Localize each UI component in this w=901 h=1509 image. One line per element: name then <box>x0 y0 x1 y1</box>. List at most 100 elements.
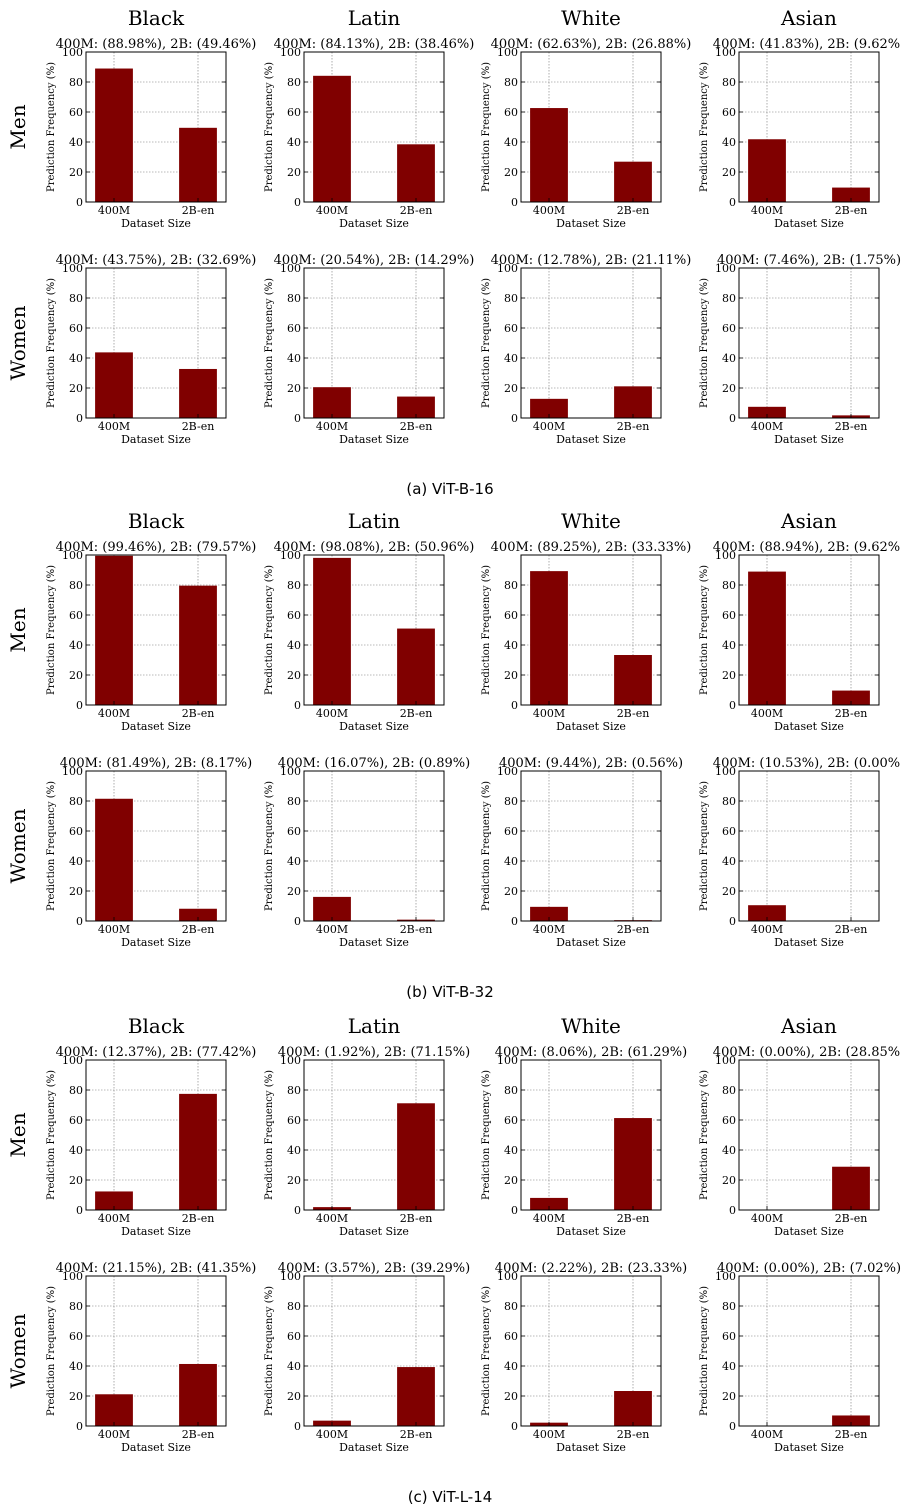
x-axis-label: Dataset Size <box>774 1225 844 1238</box>
y-tick-label: 100 <box>280 549 301 562</box>
y-tick-label: 80 <box>722 579 736 592</box>
bar-400m <box>95 555 133 705</box>
y-tick-label: 100 <box>62 262 83 275</box>
y-tick-label: 80 <box>69 76 83 89</box>
y-tick-label: 40 <box>69 1144 83 1157</box>
plot-frame <box>738 1275 880 1427</box>
y-tick-label: 40 <box>504 639 518 652</box>
x-axis-label: Dataset Size <box>774 433 844 446</box>
x-axis-label: Dataset Size <box>556 936 626 949</box>
x-tick-label: 2B-en <box>182 204 215 217</box>
x-tick-label: 2B-en <box>835 204 868 217</box>
row-label: Women <box>6 1313 30 1388</box>
x-tick-label: 400M <box>533 204 565 217</box>
x-axis-label: Dataset Size <box>339 936 409 949</box>
y-tick-label: 60 <box>722 825 736 838</box>
y-tick-label: 40 <box>69 855 83 868</box>
panel-title: 400M: (16.07%), 2B: (0.89%) <box>278 756 470 771</box>
y-tick-label: 100 <box>715 46 736 59</box>
x-tick-label: 400M <box>751 1212 783 1225</box>
y-tick-label: 20 <box>69 382 83 395</box>
y-tick-label: 0 <box>729 196 736 209</box>
y-tick-label: 0 <box>511 196 518 209</box>
y-tick-label: 40 <box>69 639 83 652</box>
y-tick-label: 20 <box>722 1390 736 1403</box>
y-tick-label: 100 <box>280 262 301 275</box>
y-tick-label: 80 <box>504 1084 518 1097</box>
y-tick-label: 100 <box>280 1270 301 1283</box>
panel-title: 400M: (0.00%), 2B: (28.85%) <box>713 1045 901 1060</box>
y-tick-label: 80 <box>69 579 83 592</box>
plot-frame <box>520 1059 662 1211</box>
y-tick-label: 20 <box>287 382 301 395</box>
y-tick-label: 60 <box>722 322 736 335</box>
y-tick-label: 60 <box>504 106 518 119</box>
y-tick-label: 0 <box>294 1204 301 1217</box>
column-title: Asian <box>780 6 837 30</box>
panel-title: 400M: (41.83%), 2B: (9.62%) <box>713 37 901 52</box>
y-tick-label: 80 <box>504 76 518 89</box>
y-tick-label: 40 <box>69 1360 83 1373</box>
row-label: Men <box>6 104 30 149</box>
panel-title: 400M: (81.49%), 2B: (8.17%) <box>60 756 252 771</box>
panel-title: 400M: (2.22%), 2B: (23.33%) <box>495 1261 687 1276</box>
column-title: Black <box>128 6 185 30</box>
x-tick-label: 400M <box>533 1212 565 1225</box>
y-tick-label: 40 <box>722 855 736 868</box>
x-tick-label: 2B-en <box>617 204 650 217</box>
bar-2b-en <box>614 386 652 418</box>
plot-frame <box>85 267 227 419</box>
x-axis-label: Dataset Size <box>556 433 626 446</box>
y-tick-label: 60 <box>504 609 518 622</box>
y-tick-label: 0 <box>511 699 518 712</box>
y-tick-label: 0 <box>729 1420 736 1433</box>
plot-frame <box>520 51 662 203</box>
bar-2b-en <box>179 585 217 705</box>
x-tick-label: 400M <box>316 1212 348 1225</box>
y-tick-label: 80 <box>504 579 518 592</box>
y-tick-label: 100 <box>497 1270 518 1283</box>
bar-400m <box>95 798 133 921</box>
panel-title: 400M: (43.75%), 2B: (32.69%) <box>56 253 257 268</box>
panel-title: 400M: (12.78%), 2B: (21.11%) <box>491 253 692 268</box>
plot-frame <box>520 267 662 419</box>
y-tick-label: 0 <box>294 699 301 712</box>
y-tick-label: 40 <box>287 1360 301 1373</box>
x-tick-label: 2B-en <box>182 1212 215 1225</box>
y-tick-label: 0 <box>76 699 83 712</box>
y-axis-label: Prediction Frequency (%) <box>481 1286 492 1416</box>
y-axis-label: Prediction Frequency (%) <box>264 278 275 408</box>
y-tick-label: 60 <box>69 1330 83 1343</box>
y-tick-label: 80 <box>287 292 301 305</box>
plot-frame <box>303 1059 445 1211</box>
panel-title: 400M: (20.54%), 2B: (14.29%) <box>274 253 475 268</box>
plot-frame <box>303 51 445 203</box>
y-tick-label: 40 <box>287 136 301 149</box>
y-tick-label: 60 <box>722 106 736 119</box>
x-axis-label: Dataset Size <box>121 936 191 949</box>
bar-2b-en <box>614 1118 652 1210</box>
x-tick-label: 2B-en <box>835 923 868 936</box>
plot-frame <box>85 51 227 203</box>
y-tick-label: 60 <box>504 825 518 838</box>
section-caption: (a) ViT-B-16 <box>406 480 493 498</box>
y-tick-label: 80 <box>287 579 301 592</box>
y-tick-label: 80 <box>287 1300 301 1313</box>
y-tick-label: 20 <box>504 166 518 179</box>
y-tick-label: 80 <box>504 292 518 305</box>
y-tick-label: 60 <box>722 1114 736 1127</box>
x-tick-label: 400M <box>316 1428 348 1441</box>
y-tick-label: 100 <box>497 1054 518 1067</box>
y-tick-label: 20 <box>722 669 736 682</box>
y-tick-label: 0 <box>294 196 301 209</box>
section-caption: (b) ViT-B-32 <box>406 983 494 1001</box>
x-axis-label: Dataset Size <box>556 1441 626 1454</box>
plot-frame <box>520 554 662 706</box>
y-tick-label: 40 <box>287 855 301 868</box>
x-tick-label: 2B-en <box>400 204 433 217</box>
y-tick-label: 0 <box>729 1204 736 1217</box>
